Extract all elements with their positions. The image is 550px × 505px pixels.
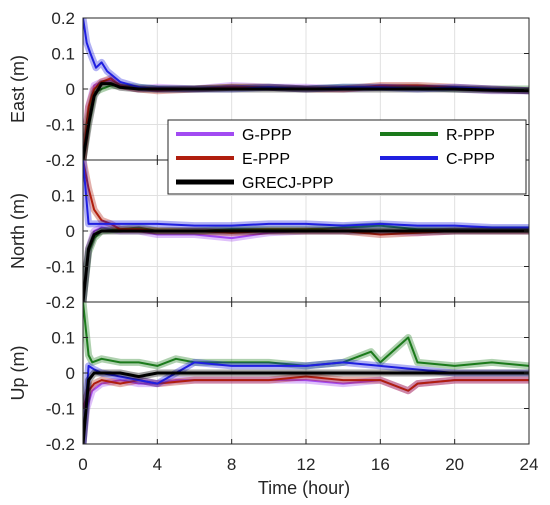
y-tick-label: -0.2 (46, 293, 75, 312)
series-line-grecj-ppp (83, 82, 529, 160)
legend-label: E-PPP (242, 151, 290, 168)
series-group (83, 160, 529, 302)
x-axis-title: Time (hour) (258, 478, 350, 498)
x-tick-label: 8 (227, 455, 236, 474)
y-tick-label: -0.1 (46, 400, 75, 419)
y-tick-label: -0.2 (46, 435, 75, 454)
y-tick-label: 0 (66, 364, 75, 383)
y-axis-title: East (m) (8, 55, 28, 123)
chart-panels: -0.2 -0.1 0 0.1 0.2 East (m) -0.2 -0.1 0 0.1 North… (8, 9, 530, 454)
series-line-grecj-ppp (83, 229, 529, 302)
x-axis: 0 4 8 12 16 20 24 (78, 455, 538, 474)
series-group (83, 18, 529, 160)
legend-label: C-PPP (446, 151, 495, 168)
legend-label: GRECJ-PPP (242, 175, 334, 192)
y-tick-label: 0 (66, 80, 75, 99)
y-axis-title: North (m) (8, 193, 28, 269)
series-line-c-ppp (83, 160, 529, 229)
y-tick-label: 0 (66, 222, 75, 241)
x-tick-label: 20 (445, 455, 464, 474)
y-axis-title: Up (m) (8, 346, 28, 401)
y-tick-label: 0.1 (51, 329, 75, 348)
legend-label: R-PPP (446, 127, 495, 144)
y-tick-label: 0.1 (51, 187, 75, 206)
y-tick-label: -0.1 (46, 116, 75, 135)
series-line-grecj-ppp (83, 371, 529, 444)
legend: G-PPP R-PPP E-PPP C-PPP GRECJ-PPP (167, 119, 527, 195)
x-tick-label: 0 (78, 455, 87, 474)
series-group (83, 302, 529, 444)
y-tick-label: 0.1 (51, 45, 75, 64)
x-tick-label: 24 (520, 455, 539, 474)
x-tick-label: 16 (371, 455, 390, 474)
panel-0: -0.2 -0.1 0 0.1 0.2 East (m) (8, 9, 530, 170)
panel-2: -0.2 -0.1 0 0.1 Up (m) (8, 301, 530, 454)
x-tick-label: 12 (297, 455, 316, 474)
y-tick-label: -0.1 (46, 258, 75, 277)
y-tick-label: -0.2 (46, 151, 75, 170)
series-line-e-ppp (83, 375, 529, 409)
legend-label: G-PPP (242, 127, 292, 144)
series-line-r-ppp (83, 302, 529, 367)
x-tick-label: 4 (153, 455, 162, 474)
y-tick-label: 0.2 (51, 9, 75, 28)
